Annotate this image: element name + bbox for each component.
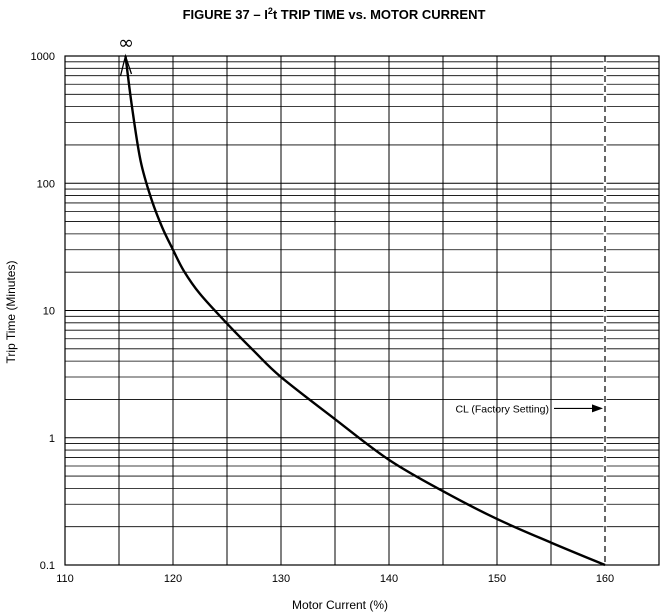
chart-title-suffix: t TRIP TIME vs. MOTOR CURRENT: [273, 7, 486, 22]
infinity-symbol: ∞: [118, 32, 134, 54]
x-tick-label: 140: [380, 573, 398, 585]
minor-gridlines: [65, 62, 659, 527]
cl-arrowhead: [592, 404, 603, 412]
x-tick-label: 160: [596, 573, 614, 585]
x-tick-label: 120: [164, 573, 182, 585]
y-tick-label: 1000: [31, 51, 55, 63]
annotations: ∞ CL (Factory Setting): [118, 32, 603, 415]
y-tick-label: 0.1: [40, 560, 55, 572]
chart-title: FIGURE 37 – I2t TRIP TIME vs. MOTOR CURR…: [183, 6, 486, 22]
y-tick-label: 1: [49, 433, 55, 445]
y-axis-label: Trip Time (Minutes): [4, 261, 18, 364]
x-tick-label: 110: [56, 573, 74, 585]
y-tick-label: 10: [43, 306, 55, 318]
x-axis-label: Motor Current (%): [292, 598, 388, 612]
y-axis-ticks: 0.1 1 10 100 1000: [31, 51, 55, 572]
cl-label: CL (Factory Setting): [455, 403, 549, 415]
x-axis-ticks: 110 120 130 140 150 160: [56, 573, 614, 585]
chart-title-prefix: FIGURE 37 – I: [183, 7, 268, 22]
x-tick-label: 150: [488, 573, 506, 585]
y-tick-label: 100: [37, 178, 55, 190]
x-tick-label: 130: [272, 573, 290, 585]
